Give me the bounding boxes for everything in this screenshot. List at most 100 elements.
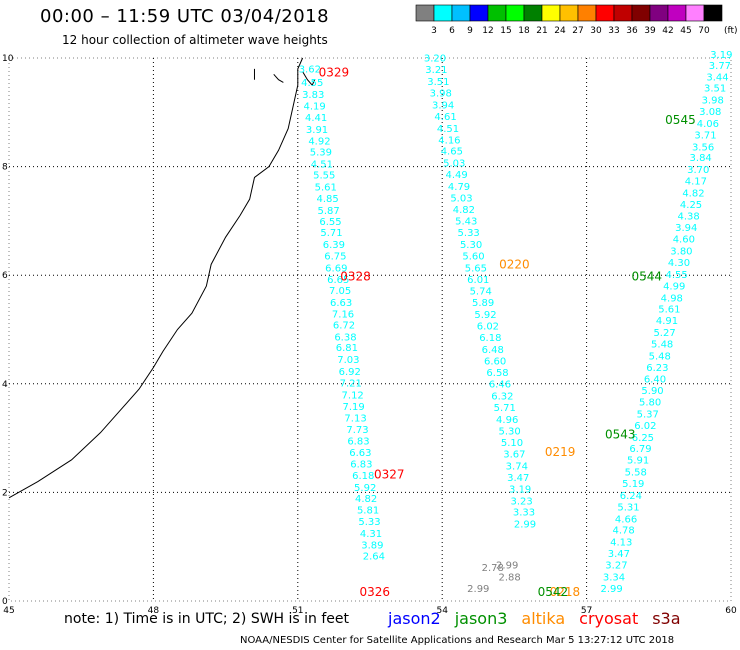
map-subtitle: 12 hour collection of altimeter wave hei… bbox=[62, 33, 328, 47]
swh-value: 4.82 bbox=[355, 494, 377, 505]
y-tick-label: 10 bbox=[2, 54, 14, 64]
swh-value: 3.83 bbox=[302, 90, 324, 101]
colorbar-tick-label: 27 bbox=[572, 26, 583, 36]
swh-value: 4.17 bbox=[685, 177, 707, 188]
swh-value: 3.77 bbox=[709, 61, 731, 72]
swh-value: 4.38 bbox=[678, 211, 700, 222]
swh-value: 5.48 bbox=[651, 339, 673, 350]
swh-value: 4.60 bbox=[673, 235, 695, 246]
swh-value: 5.80 bbox=[639, 398, 661, 409]
swh-value: 3.71 bbox=[694, 130, 716, 141]
legend-s3a: s3a bbox=[652, 609, 681, 628]
x-tick-label: 57 bbox=[581, 606, 592, 616]
units-note: note: 1) Time is in UTC; 2) SWH is in fe… bbox=[64, 611, 350, 627]
swh-value: 6.69 bbox=[325, 263, 347, 274]
swh-value: 6.24 bbox=[620, 491, 642, 502]
swh-value: 3.23 bbox=[510, 496, 532, 507]
swh-value: 3.70 bbox=[687, 165, 709, 176]
swh-value: 3.91 bbox=[306, 125, 328, 136]
colorbar-tick-label: 30 bbox=[590, 26, 602, 36]
x-tick-label: 48 bbox=[148, 606, 160, 616]
y-tick-label: 8 bbox=[2, 163, 8, 173]
swh-value: 6.58 bbox=[486, 368, 508, 379]
pass-time-label: 0219 bbox=[545, 445, 576, 459]
swh-value: 7.19 bbox=[343, 402, 365, 413]
swh-value: 3.56 bbox=[692, 142, 714, 153]
swh-value: 6.81 bbox=[336, 343, 358, 354]
swh-value: 4.30 bbox=[668, 258, 690, 269]
swh-value: 6.18 bbox=[479, 333, 501, 344]
swh-colorbar: 3 6 9 12 15 18 21 24 27 30 33 36 39 42 45 70 (ft) bbox=[415, 4, 738, 36]
colorbar-tick-label: 9 bbox=[467, 26, 473, 36]
swh-value: 5.37 bbox=[637, 409, 659, 420]
pass-time-label: 0544 bbox=[631, 269, 662, 283]
island bbox=[302, 71, 316, 87]
swh-value: 4.41 bbox=[305, 113, 327, 124]
swh-value: 3.19 bbox=[710, 50, 732, 61]
swh-value: 2.78 bbox=[482, 563, 504, 574]
y-tick-label: 0 bbox=[2, 597, 8, 607]
colorbar-tick-label: 36 bbox=[626, 26, 638, 36]
swh-value: 3.98 bbox=[702, 96, 724, 107]
swh-value: 3.94 bbox=[432, 100, 454, 111]
swh-value: 2.99 bbox=[467, 584, 489, 595]
swh-value: 3.51 bbox=[704, 84, 726, 95]
swh-value: 5.91 bbox=[627, 456, 649, 467]
swh-value: 3.89 bbox=[361, 540, 383, 551]
swh-value: 5.87 bbox=[317, 206, 339, 217]
swh-value: 5.30 bbox=[460, 240, 482, 251]
swh-value: 4.25 bbox=[680, 200, 702, 211]
swh-value: 4.91 bbox=[656, 316, 678, 327]
swh-value: 4.13 bbox=[610, 538, 632, 549]
legend-jason2: jason2 bbox=[388, 609, 441, 628]
swh-value: 3.19 bbox=[509, 484, 531, 495]
swh-value: 4.55 bbox=[665, 270, 687, 281]
x-tick-label: 60 bbox=[725, 606, 737, 616]
swh-value: 2.99 bbox=[514, 520, 536, 531]
swh-value: 2.99 bbox=[600, 584, 622, 595]
swh-value: 4.31 bbox=[360, 529, 382, 540]
swh-value: 4.65 bbox=[441, 147, 463, 158]
pass-time-label: 0220 bbox=[499, 257, 530, 271]
swh-value: 4.06 bbox=[697, 119, 719, 130]
swh-value: 4.92 bbox=[308, 136, 330, 147]
swh-value: 5.33 bbox=[458, 228, 480, 239]
swh-value: 4.19 bbox=[304, 102, 326, 113]
swh-value: 5.30 bbox=[498, 426, 520, 437]
swh-value: 5.58 bbox=[625, 468, 647, 479]
swh-value: 6.32 bbox=[491, 392, 513, 403]
colorbar-tick-label: 15 bbox=[500, 26, 511, 36]
swh-value: 3.80 bbox=[670, 247, 692, 258]
swh-value: 5.33 bbox=[358, 517, 380, 528]
footer-credit: NOAA/NESDIS Center for Satellite Applica… bbox=[240, 635, 675, 646]
colorbar-tick-label: 33 bbox=[608, 26, 619, 36]
pass-time-label: 0328 bbox=[340, 269, 371, 283]
swh-value: 6.83 bbox=[347, 437, 369, 448]
swh-value: 3.33 bbox=[513, 508, 535, 519]
coastline bbox=[8, 57, 304, 499]
swh-value: 4.16 bbox=[438, 135, 460, 146]
swh-value: 2.99 bbox=[496, 560, 518, 571]
swh-value: 3.34 bbox=[603, 572, 625, 583]
pass-time-label: 0329 bbox=[319, 66, 350, 80]
swh-value: 5.92 bbox=[474, 310, 496, 321]
swh-value: 6.63 bbox=[349, 448, 371, 459]
swh-value: 5.43 bbox=[455, 217, 477, 228]
legend-altika: altika bbox=[521, 609, 566, 628]
swh-value: 4.51 bbox=[437, 124, 459, 135]
swh-value: 3.47 bbox=[507, 473, 529, 484]
swh-value: 5.60 bbox=[462, 251, 484, 262]
colorbar-tick-label: 6 bbox=[449, 26, 455, 36]
swh-value: 4.78 bbox=[613, 526, 635, 537]
swh-value: 5.27 bbox=[653, 328, 675, 339]
swh-value: 3.51 bbox=[427, 77, 449, 88]
pass-time-label: 0542 bbox=[538, 585, 569, 599]
swh-value: 5.10 bbox=[501, 438, 523, 449]
swh-value: 4.98 bbox=[661, 293, 683, 304]
pass-time-label: 0326 bbox=[360, 585, 391, 599]
colorbar-tick-label: 42 bbox=[662, 26, 673, 36]
swh-value: 7.73 bbox=[346, 425, 368, 436]
swh-value: 5.31 bbox=[617, 502, 639, 513]
pass-time-label: 0545 bbox=[665, 113, 696, 127]
